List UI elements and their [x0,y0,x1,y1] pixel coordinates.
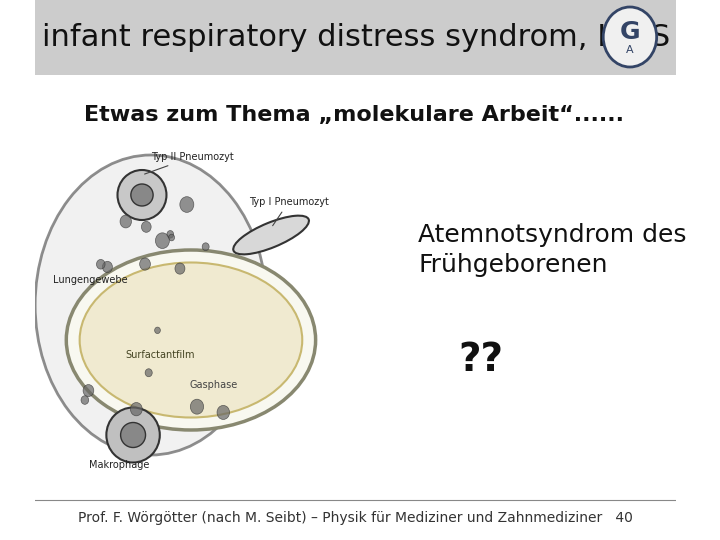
Text: ??: ?? [458,341,503,379]
Ellipse shape [131,184,153,206]
Ellipse shape [35,155,266,455]
Text: Typ I Pneumozyt: Typ I Pneumozyt [249,197,329,226]
Circle shape [603,7,657,67]
Circle shape [96,259,105,269]
Text: Makrophage: Makrophage [89,460,149,470]
Circle shape [120,215,132,228]
Circle shape [156,233,169,248]
Text: A: A [626,45,634,55]
Ellipse shape [66,250,315,430]
Text: Atemnotsyndrom des: Atemnotsyndrom des [418,223,686,247]
Text: Frühgeborenen: Frühgeborenen [418,253,608,277]
Ellipse shape [80,262,302,417]
Ellipse shape [121,422,145,448]
Circle shape [167,231,174,238]
Ellipse shape [117,170,166,220]
Circle shape [190,399,204,414]
Circle shape [130,402,143,416]
Circle shape [141,221,151,232]
Circle shape [83,384,94,396]
Text: Typ II Pneumozyt: Typ II Pneumozyt [145,152,233,174]
Text: Etwas zum Thema „molekulare Arbeit“......: Etwas zum Thema „molekulare Arbeit“.....… [84,105,624,125]
Circle shape [145,369,152,377]
Text: infant respiratory distress syndrom, IRDS: infant respiratory distress syndrom, IRD… [42,24,670,52]
Circle shape [140,258,150,270]
Text: G: G [620,20,640,44]
Ellipse shape [107,408,160,462]
Ellipse shape [233,215,309,254]
Circle shape [81,396,89,404]
Circle shape [180,197,194,212]
Text: Lungengewebe: Lungengewebe [53,275,127,285]
Circle shape [175,263,185,274]
Circle shape [102,261,112,273]
Circle shape [168,234,174,241]
Text: Prof. F. Wörgötter (nach M. Seibt) – Physik für Mediziner und Zahnmediziner   40: Prof. F. Wörgötter (nach M. Seibt) – Phy… [78,511,633,525]
Circle shape [202,243,209,251]
Circle shape [217,406,230,420]
Text: Gasphase: Gasphase [189,380,238,390]
Text: Surfactantfilm: Surfactantfilm [125,350,194,360]
Circle shape [155,327,161,334]
Bar [35,0,676,75]
